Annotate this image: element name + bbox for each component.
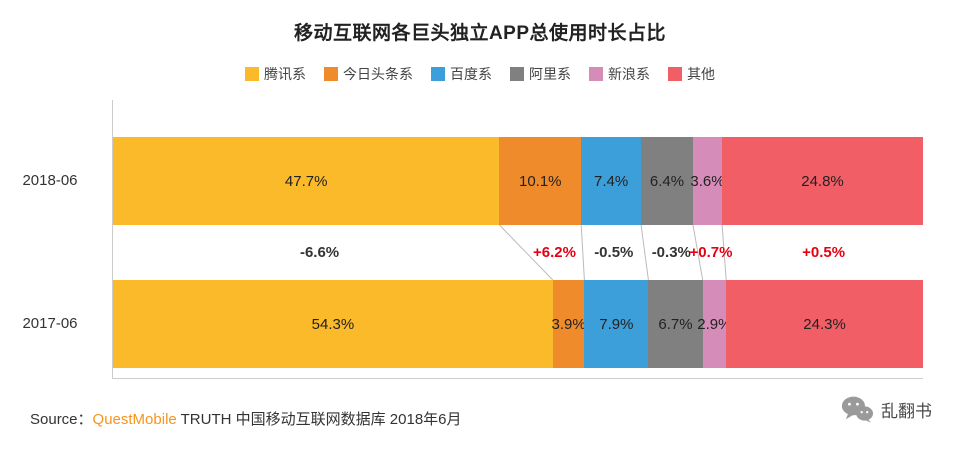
legend-swatch — [589, 67, 603, 81]
segment-value-label: 2.9% — [697, 315, 732, 333]
bar-segment: 3.9% — [551, 280, 586, 368]
source-label: Source： — [30, 411, 93, 428]
legend-label: 其他 — [687, 66, 715, 82]
bar-segment: 7.4% — [581, 137, 642, 225]
segment-value-label: 6.4% — [649, 172, 685, 190]
watermark: 乱翻书 — [841, 396, 932, 423]
wechat-icon — [841, 396, 873, 423]
delta-label: -0.3% — [651, 244, 691, 261]
delta-row: -6.6% +6.2% -0.5% -0.3% +0.7% +0.5% — [113, 225, 923, 280]
legend-item: 腾讯系 — [245, 64, 306, 84]
legend-swatch — [668, 67, 682, 81]
legend-item: 其他 — [668, 64, 715, 84]
bar-segment: 10.1% — [499, 137, 582, 225]
bar-segment: 3.6% — [690, 137, 725, 225]
delta-label: -6.6% — [299, 244, 340, 261]
bar-segment: 6.7% — [648, 280, 703, 368]
bar-segment: 2.9% — [697, 280, 732, 368]
legend-swatch — [431, 67, 445, 81]
bar-segment: 7.9% — [584, 280, 649, 368]
delta-label: +6.2% — [532, 244, 576, 261]
bar-segment: 24.8% — [722, 137, 923, 225]
legend-label: 百度系 — [450, 66, 492, 82]
segment-value-label: 7.9% — [599, 315, 634, 333]
legend-item: 今日头条系 — [324, 64, 413, 84]
bar-segment: 54.3% — [113, 280, 553, 368]
segment-value-label: 3.9% — [551, 315, 586, 333]
plot-area: 2018-06 2017-06 47.7% 10.1% 7.4% 6.4% 3.6% 24… — [22, 100, 923, 380]
legend-swatch — [245, 67, 259, 81]
legend-item: 新浪系 — [589, 64, 650, 84]
category-label-2017-06: 2017-06 — [22, 315, 78, 332]
source-brand: QuestMobile — [92, 411, 177, 428]
legend-item: 阿里系 — [510, 64, 571, 84]
bar-segment: 6.4% — [641, 137, 693, 225]
legend-swatch — [510, 67, 524, 81]
bar-segment: 47.7% — [113, 137, 500, 225]
bar-segment: 24.3% — [726, 280, 923, 368]
y-axis-line — [112, 100, 113, 379]
segment-value-label: 7.4% — [594, 172, 629, 190]
legend-label: 今日头条系 — [343, 66, 413, 82]
watermark-text: 乱翻书 — [881, 402, 932, 421]
chart-title: 移动互联网各巨头独立APP总使用时长占比 — [293, 23, 667, 44]
segment-connector-lines — [499, 225, 727, 280]
segment-value-label: 3.6% — [690, 172, 725, 190]
legend: 腾讯系 今日头条系 百度系 阿里系 新浪系 其他 — [0, 64, 960, 84]
legend-swatch — [324, 67, 338, 81]
legend-label: 新浪系 — [608, 66, 650, 82]
segment-value-label: 54.3% — [311, 315, 355, 333]
segment-value-label: 10.1% — [518, 172, 562, 190]
delta-label: +0.7% — [689, 244, 733, 261]
stacked-bar-2017-06: 54.3% 3.9% 7.9% 6.7% 2.9% 24.3% — [113, 280, 923, 368]
segment-value-label: 24.3% — [803, 315, 846, 333]
source-rest: TRUTH 中国移动互联网数据库 2018年6月 — [176, 411, 462, 428]
legend-label: 阿里系 — [529, 66, 571, 82]
legend-label: 腾讯系 — [264, 66, 306, 82]
delta-label: -0.5% — [594, 244, 634, 261]
delta-label: +0.5% — [802, 244, 846, 261]
segment-value-label: 24.8% — [801, 172, 844, 190]
x-axis-line — [112, 378, 923, 379]
source-line: Source：QuestMobile TRUTH 中国移动互联网数据库 2018… — [30, 408, 462, 429]
stacked-bar-2018-06: 47.7% 10.1% 7.4% 6.4% 3.6% 24.8% — [113, 137, 923, 225]
segment-value-label: 47.7% — [284, 172, 328, 190]
segment-value-label: 6.7% — [658, 315, 693, 333]
legend-item: 百度系 — [431, 64, 492, 84]
category-label-2018-06: 2018-06 — [22, 172, 78, 189]
